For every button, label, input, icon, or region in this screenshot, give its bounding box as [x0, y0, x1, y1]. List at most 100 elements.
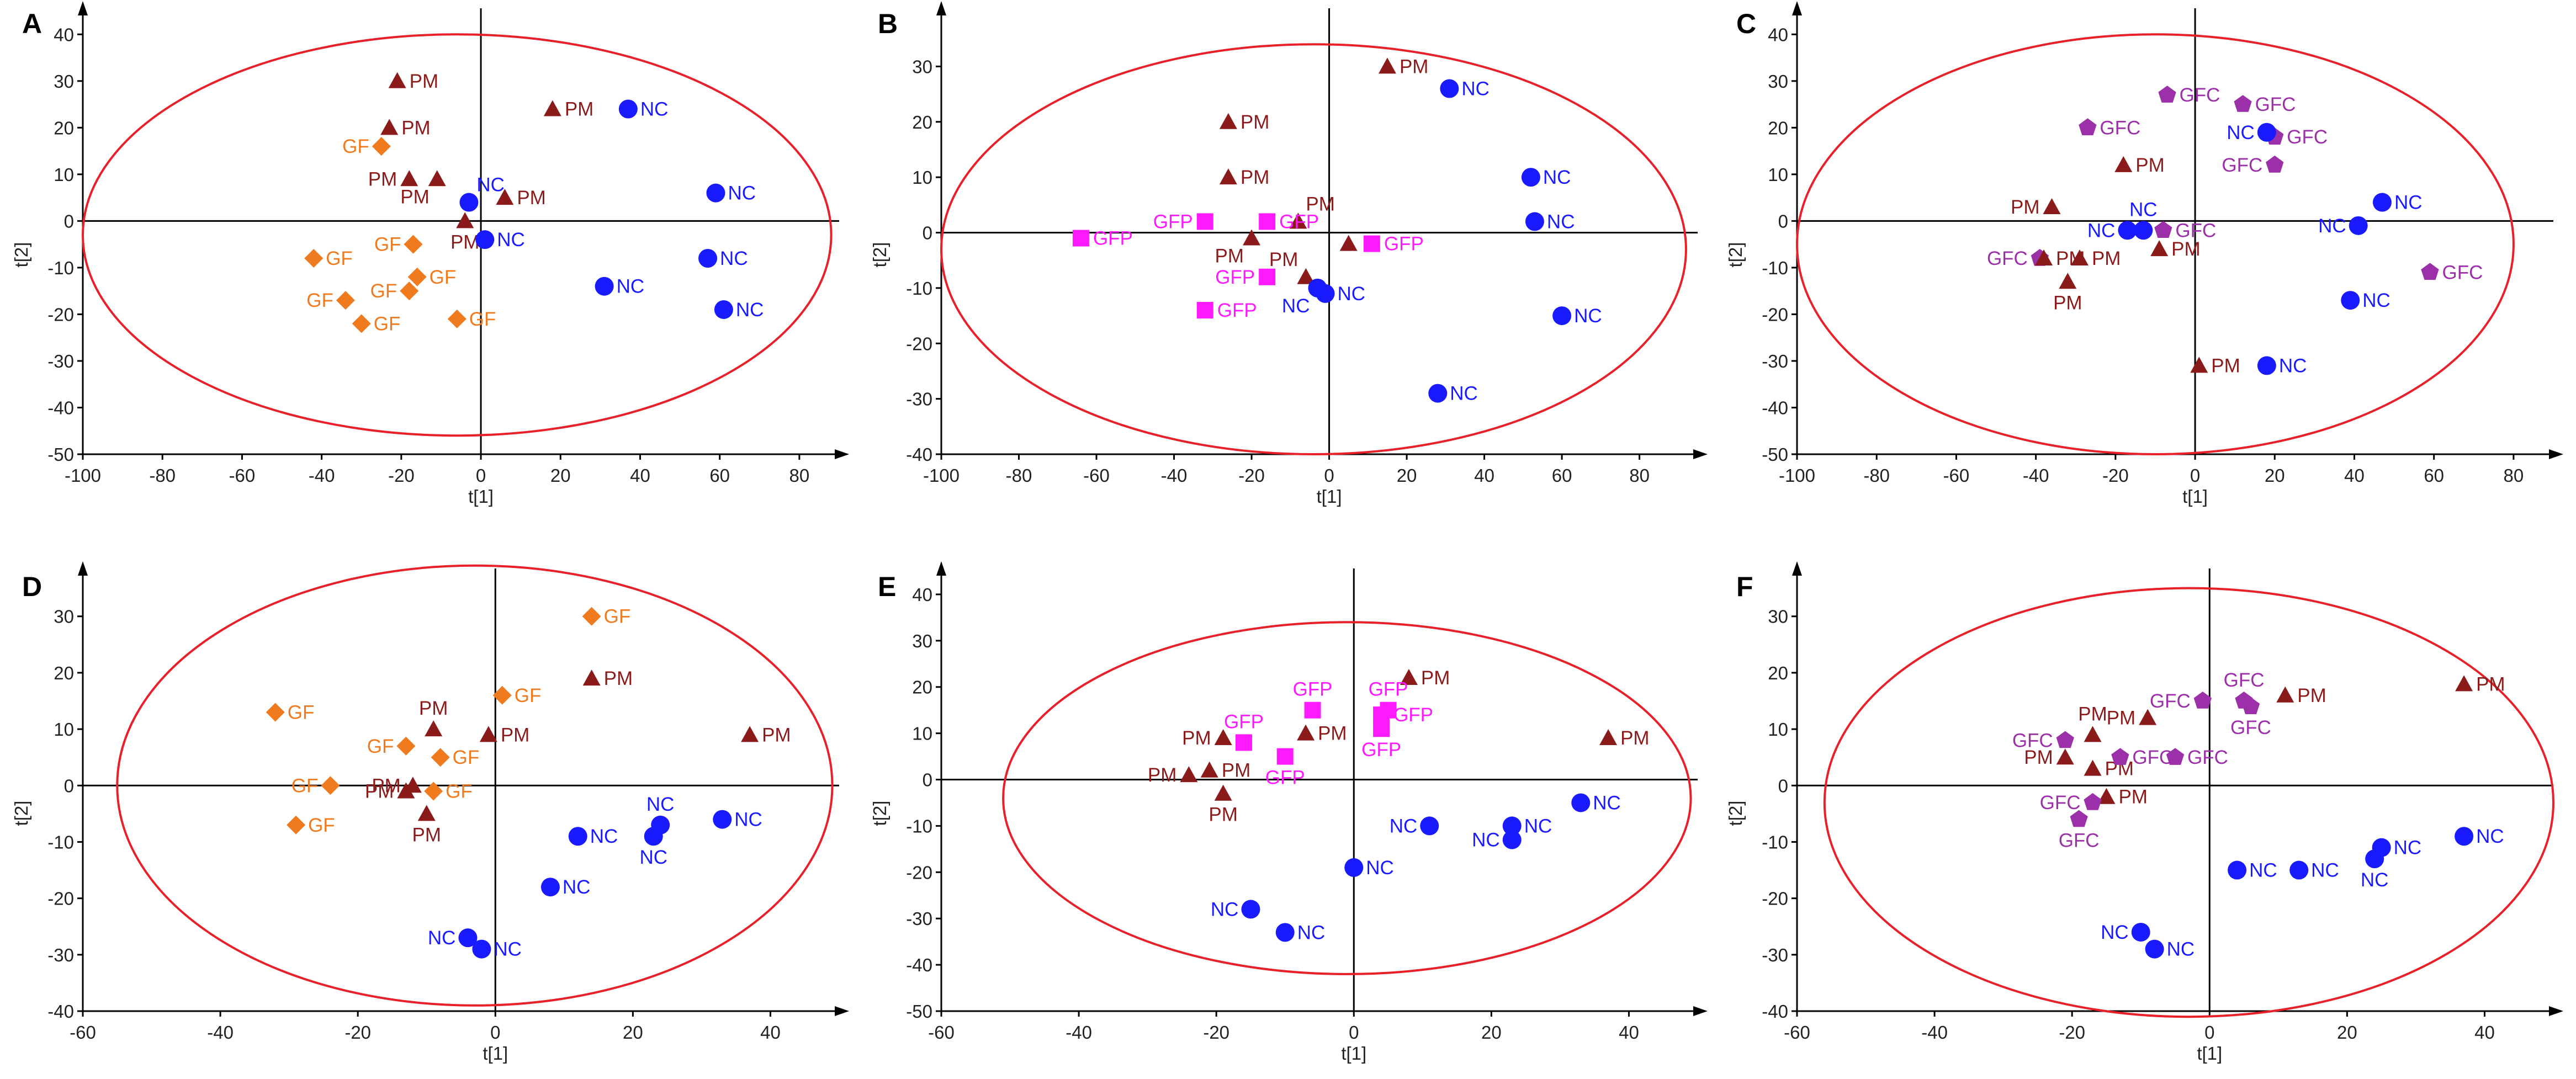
y-tick-label: 20 [54, 118, 74, 138]
point-label-gfp: GFP [1153, 211, 1193, 232]
point-label-pm: PM [1209, 804, 1238, 826]
confidence-ellipse [116, 564, 834, 1007]
x-axis-arrow [835, 1006, 849, 1016]
point-gfc [2166, 748, 2185, 765]
x-tick-label: -20 [344, 1022, 371, 1043]
panel-label: E [878, 571, 896, 602]
point-gfc [2154, 221, 2172, 238]
point-label-nc: NC [563, 876, 591, 898]
point-label-nc: NC [639, 847, 667, 868]
x-tick-label: 40 [760, 1022, 781, 1043]
y-tick-label: -10 [47, 832, 74, 852]
y-tick-label: -20 [906, 333, 932, 354]
point-gfp [1259, 268, 1276, 285]
point-label-pm: PM [412, 824, 441, 846]
point-nc [1525, 212, 1544, 231]
point-nc [1521, 168, 1540, 187]
y-tick-label: -10 [1762, 258, 1788, 278]
point-label-gf: GF [515, 685, 542, 706]
point-label-pm: PM [1306, 193, 1335, 215]
point-pm [1599, 729, 1618, 746]
point-label-nc: NC [2394, 837, 2422, 859]
y-axis-title: t[2] [11, 242, 31, 268]
x-axis-arrow [2549, 1006, 2563, 1016]
x-tick-label: -80 [1863, 465, 1890, 486]
point-pm [1297, 724, 1315, 741]
point-gf [396, 736, 416, 756]
point-label-gfp: GFP [1279, 211, 1319, 232]
point-label-gfp: GFP [1393, 704, 1433, 726]
y-tick-label: 0 [64, 775, 74, 796]
point-label-gfc: GFC [2100, 117, 2140, 139]
point-nc [2372, 193, 2392, 212]
point-label-gfc: GFC [2287, 126, 2328, 148]
y-tick-label: -40 [47, 397, 74, 418]
confidence-ellipse [1002, 621, 1692, 975]
point-pm [1339, 235, 1358, 251]
point-label-gf: GF [291, 775, 319, 796]
x-tick-label: -20 [388, 465, 415, 486]
point-pm [417, 805, 436, 821]
point-gfp [1259, 213, 1276, 230]
point-pm [380, 119, 399, 135]
point-gfc [2079, 118, 2097, 136]
point-label-nc: NC [720, 248, 748, 269]
point-nc [2228, 860, 2247, 880]
point-nc [595, 277, 614, 296]
point-label-pm: PM [604, 668, 633, 689]
point-label-nc: NC [1547, 211, 1575, 232]
x-tick-label: 20 [2337, 1022, 2357, 1043]
x-tick-label: -40 [207, 1022, 234, 1043]
y-tick-label: 20 [912, 112, 932, 132]
point-label-gfc: GFC [1987, 248, 2028, 269]
point-label-nc: NC [646, 794, 675, 815]
y-tick-label: -30 [47, 945, 74, 965]
y-tick-label: 0 [1778, 775, 1788, 796]
point-label-pm: PM [450, 231, 480, 253]
point-label-pm: PM [2297, 685, 2326, 706]
panel-a: A-100 -80 -60 -40 -20 0 20 40 60 80-50-40-30-20-1… [11, 1, 849, 507]
point-label-gf: GF [370, 280, 397, 302]
point-pm [2035, 249, 2053, 265]
point-pm [2056, 748, 2074, 765]
point-pm [1214, 729, 1232, 746]
panel-b: B-100 -80 -60 -40 -20 0 20 40 60 80-40-30-20-1001… [870, 1, 1708, 507]
y-axis-title: t[2] [870, 801, 890, 826]
y-tick-label: -30 [906, 908, 932, 929]
point-label-nc: NC [1390, 815, 1418, 837]
x-tick-label: 0 [2190, 465, 2200, 486]
point-nc [713, 810, 732, 829]
point-label-gfp: GFP [1293, 679, 1333, 700]
point-pm [1243, 229, 1261, 246]
y-axis-arrow [936, 561, 946, 576]
point-label-pm: PM [1421, 667, 1450, 689]
point-gfp [1196, 302, 1213, 319]
confidence-ellipse [82, 33, 833, 437]
point-label-pm: PM [1148, 764, 1177, 786]
point-label-pm: PM [2211, 355, 2240, 376]
x-tick-label: -60 [70, 1022, 96, 1043]
point-label-nc: NC [1574, 305, 1602, 327]
point-gfp [1196, 213, 1213, 230]
point-label-nc: NC [2129, 199, 2158, 220]
y-tick-label: -40 [906, 955, 932, 975]
x-tick-label: 80 [1629, 465, 1650, 486]
point-nc [568, 827, 587, 846]
point-nc [2349, 216, 2368, 235]
point-label-pm: PM [2171, 238, 2201, 260]
y-tick-label: 20 [1768, 118, 1788, 138]
point-label-pm: PM [1241, 111, 1270, 133]
x-tick-label: -40 [1161, 465, 1188, 486]
point-nc [458, 928, 478, 948]
point-label-nc: NC [2087, 220, 2116, 241]
point-label-nc: NC [476, 174, 505, 196]
point-nc [540, 878, 560, 897]
y-tick-label: 30 [54, 607, 74, 627]
point-label-nc: NC [640, 99, 669, 120]
point-pm [2059, 273, 2077, 289]
point-label-pm: PM [1215, 246, 1244, 267]
point-gfc [2070, 810, 2088, 827]
point-label-gfp: GFP [1369, 679, 1408, 700]
point-label-gfc: GFC [2150, 690, 2191, 712]
y-tick-label: -30 [47, 351, 74, 371]
